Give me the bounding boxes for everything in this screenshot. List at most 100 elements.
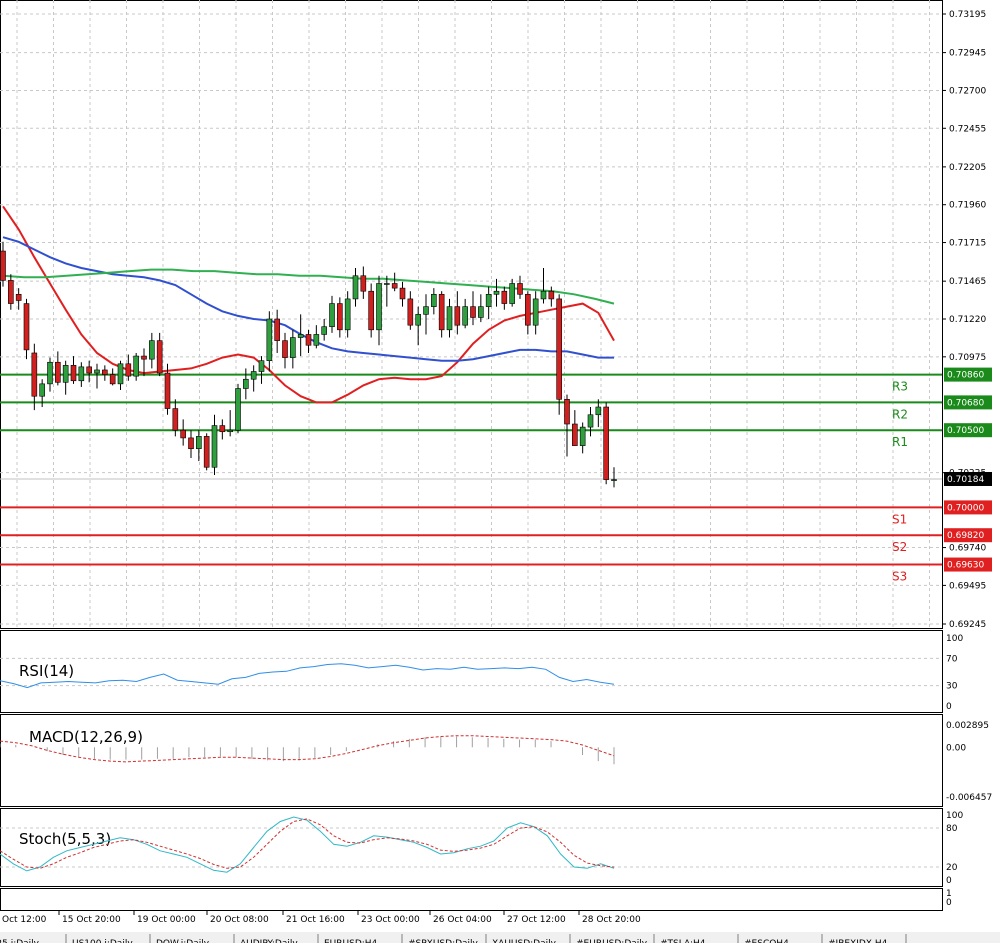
candle-body	[117, 363, 124, 385]
bottom-tab-6[interactable]: XAUUSD:Daily	[492, 939, 557, 943]
candle-body	[360, 275, 367, 292]
candle-body	[431, 293, 437, 307]
candle-body	[603, 406, 609, 480]
resistance-label-R2: R2	[892, 407, 908, 421]
tab-bar-bg	[0, 932, 1000, 943]
last-price-label: 0.70184	[947, 475, 984, 485]
bottom-tab-7[interactable]: #EURUSD:Daily	[576, 939, 648, 943]
candle-body	[180, 429, 186, 439]
bottom-tab-4[interactable]: EURUSD:H4	[324, 939, 378, 943]
panel-frame-2	[0, 714, 943, 807]
bottom-tab-9[interactable]: #ESCOH4	[744, 939, 789, 943]
candle-body	[532, 298, 539, 326]
time-tick-label: 15 Oct 20:00	[62, 915, 121, 925]
time-tick-label: 19 Oct 00:00	[137, 915, 196, 925]
bottom-tab-bar[interactable]: J225.i:Daily US100.i:Daily DOW.i:Daily AUDJ…	[0, 932, 1000, 943]
price-tick-label: 0.69495	[949, 581, 986, 591]
candle-body	[384, 283, 390, 285]
stoch-label: Stoch(5,5,3)	[19, 830, 111, 848]
candle-body	[391, 283, 398, 289]
candle-body	[556, 298, 562, 400]
candle-body	[188, 437, 194, 450]
candle-body	[344, 298, 351, 331]
candle-body	[0, 250, 6, 281]
time-tick-label: 26 Oct 04:00	[433, 915, 492, 925]
bottom-tab-8[interactable]: #TSLA:H4	[660, 939, 706, 943]
stoch-tick-label: 0	[946, 876, 952, 886]
candle-body	[109, 374, 116, 385]
candle-body	[438, 293, 445, 331]
stoch-signal-line	[0, 818, 615, 869]
candle-body	[156, 340, 163, 374]
candle-body	[250, 371, 257, 380]
candle-body	[297, 334, 304, 338]
bottom-tab-3[interactable]: AUDJPY:Daily	[240, 939, 298, 943]
panel-frame-3	[0, 808, 943, 887]
candle-body	[243, 378, 249, 389]
candle-body	[454, 306, 461, 326]
candle-body	[47, 361, 53, 385]
candlesticks	[0, 241, 617, 488]
support-label-S3: S3	[892, 570, 907, 584]
candle-body	[517, 283, 523, 295]
candle-body	[133, 355, 139, 377]
candle-body	[321, 326, 327, 335]
candle-body	[196, 436, 202, 450]
price-tick-label: 0.71465	[949, 277, 986, 287]
candle-body	[227, 429, 233, 433]
moving-average-0	[2, 205, 615, 404]
candle-body	[501, 290, 508, 304]
bottom-tab-2[interactable]: DOW.i:Daily	[156, 939, 210, 943]
resistance-label-R3: R3	[892, 380, 908, 394]
candle-body	[8, 280, 14, 304]
candle-body	[39, 383, 45, 397]
rsi-tick-label: 100	[946, 634, 963, 644]
rsi-line	[0, 663, 615, 689]
candle-body	[258, 360, 265, 372]
candle-body	[102, 369, 108, 375]
price-tick-label: 0.70975	[949, 353, 986, 363]
candle-body	[305, 334, 312, 346]
price-tick-label: 0.71715	[949, 239, 986, 249]
candle-body	[399, 287, 406, 300]
bottom-tab-10[interactable]: #IBEXIDX.H4	[828, 939, 888, 943]
price-tick-label: 0.69740	[949, 544, 986, 554]
time-axis: 10 Oct 12:00 15 Oct 20:00 19 Oct 00:00 20 Oc…	[2, 889, 952, 925]
candle-body	[31, 352, 38, 397]
candle-body	[55, 361, 61, 383]
bottom-tab-0[interactable]: J225.i:Daily	[0, 939, 40, 943]
time-tick-label: 20 Oct 08:00	[210, 915, 269, 925]
price-tick-label: 0.72205	[949, 163, 986, 173]
candle-body	[376, 283, 382, 331]
candle-body	[219, 425, 226, 433]
bottom-tab-5[interactable]: #SPXUSD:Daily	[408, 939, 479, 943]
candle-body	[70, 365, 77, 382]
candle-body	[352, 275, 359, 300]
rsi-tick-label: 70	[946, 654, 958, 664]
resistance-value-R2: 0.70680	[947, 398, 984, 408]
price-tick-label: 0.72945	[949, 49, 986, 59]
candle-body	[149, 340, 155, 360]
macd-tick-label: 0.002895	[946, 721, 989, 731]
bottom-tab-1[interactable]: US100.i:Daily	[72, 939, 133, 943]
candle-body	[203, 436, 210, 468]
resistance-label-R1: R1	[892, 435, 908, 449]
candle-body	[235, 388, 241, 431]
support-tag-S2	[944, 528, 992, 543]
price-tick-label: 0.73195	[949, 10, 986, 20]
candle-body	[125, 363, 132, 377]
candle-body	[141, 355, 147, 360]
support-tag-S3	[944, 557, 992, 572]
candle-body	[211, 425, 218, 468]
candle-body	[164, 372, 171, 409]
candle-body	[86, 366, 92, 374]
rsi-tick-label: 0	[946, 702, 952, 712]
candle-body	[94, 369, 100, 374]
support-label-S2: S2	[892, 540, 907, 554]
stoch-tick-label: 100	[946, 811, 963, 821]
macd-signal-line	[0, 735, 615, 763]
candle-body	[595, 406, 602, 416]
candle-body	[579, 426, 586, 446]
time-tick-label: 28 Oct 20:00	[582, 915, 641, 925]
candle-body	[337, 303, 343, 331]
